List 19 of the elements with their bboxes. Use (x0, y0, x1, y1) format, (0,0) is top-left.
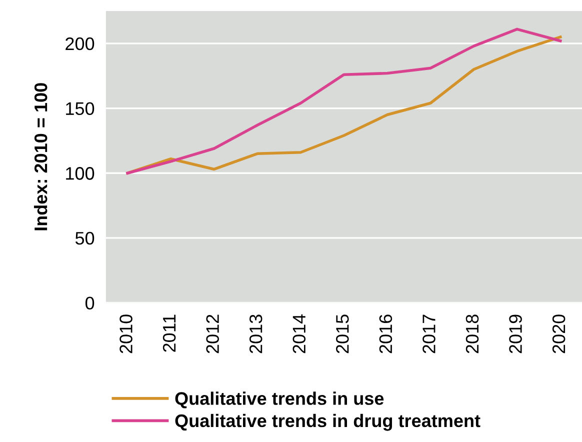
x-tick-label: 2018 (466, 314, 479, 354)
x-tick-label: 2020 (552, 314, 566, 354)
y-tick-label: 150 (66, 102, 94, 116)
x-tick-label: 2017 (422, 314, 436, 354)
x-tick-label: 2011 (162, 314, 176, 352)
legend-label: Qualitative trends in drug treatment (175, 414, 480, 431)
x-tick-label: 2012 (206, 314, 219, 354)
y-tick-label: 200 (66, 37, 94, 50)
x-tick-label: 2016 (379, 314, 392, 354)
y-tick-label: 0 (85, 296, 94, 310)
x-tick-label: 2013 (249, 314, 262, 354)
y-tick-label: 100 (66, 167, 94, 180)
x-tick-label: 2019 (509, 314, 522, 354)
x-tick-label: 2014 (292, 314, 306, 354)
legend-label: Qualitative trends in use (175, 392, 384, 408)
y-tick-label: 50 (75, 232, 94, 245)
y-axis-title: Index: 2010 = 100 (34, 83, 48, 230)
x-tick-label: 2010 (120, 314, 132, 354)
x-tick-label: 2015 (336, 314, 349, 354)
